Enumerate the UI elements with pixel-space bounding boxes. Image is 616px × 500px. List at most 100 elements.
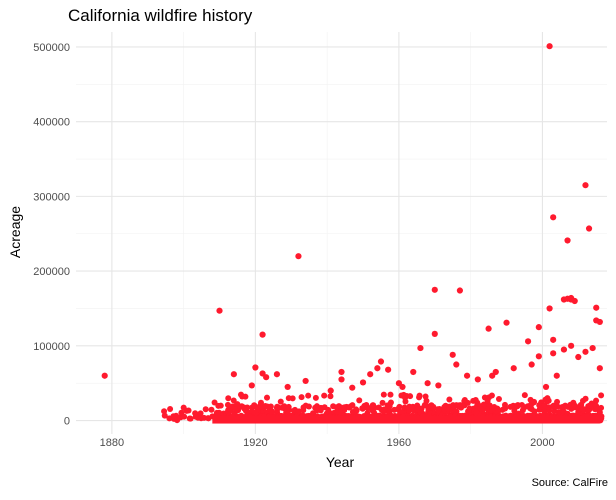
data-point bbox=[359, 379, 367, 386]
data-point bbox=[524, 338, 532, 345]
data-point bbox=[488, 392, 495, 399]
tick-layer: 1880 1920 1960 2000 0 100000 200000 300000 40000… bbox=[33, 42, 554, 449]
data-point bbox=[474, 376, 481, 383]
point-layer bbox=[101, 43, 603, 394]
data-point bbox=[387, 399, 394, 406]
data-point bbox=[161, 412, 168, 419]
data-point bbox=[560, 346, 568, 353]
data-point bbox=[298, 394, 305, 401]
data-point bbox=[396, 403, 403, 410]
data-point bbox=[527, 405, 534, 412]
x-tick-label: 1920 bbox=[243, 437, 267, 449]
data-point bbox=[385, 366, 392, 373]
data-point bbox=[501, 401, 508, 408]
data-point bbox=[407, 393, 414, 400]
data-point bbox=[167, 405, 174, 412]
data-point bbox=[431, 286, 438, 293]
data-point bbox=[242, 393, 249, 400]
data-point bbox=[521, 392, 528, 399]
data-point bbox=[181, 413, 188, 420]
data-point bbox=[417, 344, 424, 352]
y-tick-label: 200000 bbox=[33, 266, 70, 278]
data-point bbox=[549, 403, 556, 410]
source-caption: Source: CalFire bbox=[532, 477, 608, 489]
data-point bbox=[208, 406, 215, 413]
data-point bbox=[535, 324, 542, 331]
data-point bbox=[379, 399, 386, 406]
data-point bbox=[492, 368, 499, 376]
data-point bbox=[305, 392, 312, 399]
data-point bbox=[349, 402, 356, 409]
data-point bbox=[589, 344, 596, 352]
data-point bbox=[367, 371, 374, 378]
x-tick-label: 1960 bbox=[387, 437, 411, 449]
data-point bbox=[338, 368, 345, 376]
data-point bbox=[593, 402, 600, 409]
data-point bbox=[263, 394, 270, 401]
data-point bbox=[435, 382, 442, 389]
data-point bbox=[183, 407, 190, 414]
data-point bbox=[230, 371, 237, 378]
data-point bbox=[312, 394, 319, 401]
data-point bbox=[244, 404, 251, 411]
y-axis-label: Acreage bbox=[7, 206, 23, 258]
data-point bbox=[101, 372, 108, 379]
data-point bbox=[463, 372, 471, 379]
data-point bbox=[217, 402, 224, 409]
x-axis-label: Year bbox=[326, 454, 355, 470]
data-point bbox=[369, 402, 376, 409]
data-point bbox=[225, 395, 232, 402]
data-point bbox=[578, 401, 585, 408]
data-point bbox=[351, 408, 358, 415]
data-point bbox=[568, 342, 575, 349]
data-point bbox=[197, 410, 204, 417]
data-point bbox=[535, 353, 542, 360]
data-point bbox=[528, 361, 535, 368]
data-point bbox=[596, 318, 603, 326]
data-point bbox=[553, 372, 560, 379]
data-point bbox=[554, 398, 561, 405]
data-point bbox=[598, 413, 605, 420]
data-point bbox=[550, 214, 557, 221]
chart-title: California wildfire history bbox=[68, 6, 253, 25]
y-tick-label: 400000 bbox=[33, 117, 70, 129]
data-point bbox=[285, 403, 292, 410]
data-point bbox=[359, 405, 366, 412]
data-point bbox=[224, 401, 231, 408]
data-point bbox=[248, 382, 255, 389]
data-point bbox=[431, 330, 438, 337]
data-point bbox=[321, 392, 328, 399]
data-point bbox=[550, 350, 557, 357]
data-point bbox=[187, 415, 194, 422]
data-point bbox=[495, 396, 502, 403]
data-point bbox=[593, 304, 600, 311]
data-point bbox=[277, 398, 284, 405]
data-point bbox=[511, 407, 518, 414]
data-point bbox=[325, 406, 332, 413]
data-point bbox=[216, 409, 223, 416]
data-point bbox=[327, 387, 334, 394]
data-point bbox=[459, 402, 466, 409]
data-point bbox=[281, 403, 288, 410]
data-point bbox=[423, 397, 430, 404]
data-point bbox=[269, 408, 276, 415]
dense-band-layer bbox=[161, 391, 605, 424]
data-point bbox=[531, 398, 538, 405]
data-point bbox=[593, 397, 600, 404]
data-point bbox=[550, 336, 557, 343]
data-point bbox=[374, 365, 381, 372]
dense-base bbox=[212, 416, 600, 424]
data-point bbox=[564, 237, 571, 244]
data-point bbox=[510, 365, 517, 372]
data-point bbox=[545, 397, 552, 404]
data-point bbox=[380, 408, 387, 415]
data-point bbox=[263, 374, 270, 381]
data-point bbox=[582, 182, 589, 189]
x-tick-label: 1880 bbox=[100, 437, 124, 449]
data-point bbox=[402, 398, 409, 405]
data-point bbox=[259, 331, 266, 338]
data-point bbox=[546, 305, 553, 312]
data-point bbox=[202, 406, 209, 413]
data-point bbox=[546, 43, 553, 50]
